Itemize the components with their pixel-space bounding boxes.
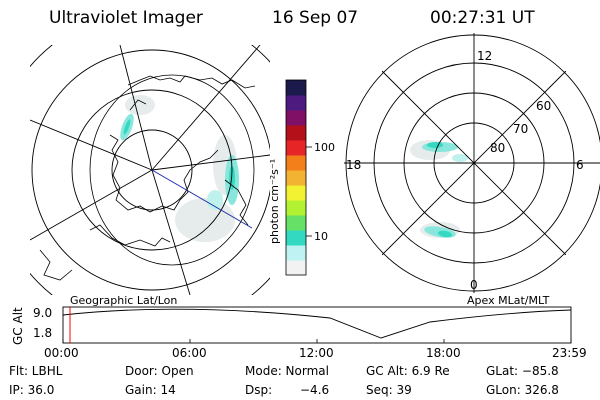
gain-info: Gain: 14 xyxy=(125,383,176,397)
aurora-emission-right xyxy=(422,142,468,238)
colorbar-gradient xyxy=(286,80,306,276)
door-info: Door: Open xyxy=(125,364,194,378)
mlt-label-6: 6 xyxy=(576,158,584,172)
terminator-line xyxy=(151,169,253,229)
colorbar-band xyxy=(286,125,306,141)
altitude-panel: GC Alt xyxy=(11,306,572,345)
colorbar-band xyxy=(286,260,306,276)
xtick-1200: 12:00 xyxy=(299,346,334,360)
colorbar-label-10: 10 xyxy=(314,230,328,243)
colorbar-band xyxy=(286,215,306,231)
colorbar-band xyxy=(286,245,306,261)
colorbar-band xyxy=(286,95,306,111)
glat-info: GLat: −85.8 xyxy=(486,364,559,378)
geographic-map xyxy=(30,45,270,295)
altitude-curve xyxy=(62,308,572,339)
mlt-polar-plot: 12 0 18 6 60 70 80 xyxy=(344,33,600,293)
mlat-label-70: 70 xyxy=(513,122,528,136)
colorbar: 100 10 photon cm⁻²s⁻¹ xyxy=(268,79,335,276)
dsp-value: −4.6 xyxy=(300,383,330,397)
xtick-0600: 06:00 xyxy=(172,346,207,360)
glon-info: GLon: 326.8 xyxy=(486,383,559,397)
colorbar-band xyxy=(286,170,306,186)
right-caption: Apex MLat/MLT xyxy=(467,294,550,307)
imager-fov-outline xyxy=(89,74,255,266)
time-label: 00:27:31 UT xyxy=(430,8,535,28)
meridian-lines xyxy=(30,45,270,295)
mlat-label-80: 80 xyxy=(490,141,505,155)
faint-emission xyxy=(125,95,237,242)
mlt-label-12: 12 xyxy=(477,49,492,63)
mlt-label-18: 18 xyxy=(346,158,361,172)
gc-alt-info: GC Alt: 6.9 Re xyxy=(366,364,450,378)
seq-info: Seq: 39 xyxy=(366,383,412,397)
colorbar-band xyxy=(286,230,306,246)
altitude-ytick-top: 9.0 xyxy=(33,306,53,320)
colorbar-unit-label: photon cm⁻²s⁻¹ xyxy=(268,159,281,244)
altitude-ylabel: GC Alt xyxy=(11,307,25,345)
xtick-1800: 18:00 xyxy=(426,346,461,360)
colorbar-band xyxy=(286,185,306,201)
ip-info: IP: 36.0 xyxy=(9,383,55,397)
colorbar-frame xyxy=(285,79,307,276)
xtick-2359: 23:59 xyxy=(552,346,587,360)
filter-info: Flt: LBHL xyxy=(9,364,63,378)
colorbar-band xyxy=(286,140,306,156)
mlt-label-0: 0 xyxy=(470,278,478,292)
colorbar-band xyxy=(286,110,306,126)
mlt-spokes xyxy=(344,33,600,293)
xtick-0000: 00:00 xyxy=(44,346,79,360)
mlat-label-60: 60 xyxy=(536,99,551,113)
colorbar-band xyxy=(286,155,306,171)
instrument-title: Ultraviolet Imager xyxy=(49,8,203,28)
mlat-circles xyxy=(345,34,600,292)
colorbar-band xyxy=(286,80,306,96)
colorbar-label-100: 100 xyxy=(314,141,335,154)
left-caption: Geographic Lat/Lon xyxy=(70,294,178,307)
dsp-label: Dsp: xyxy=(245,383,273,397)
altitude-frame xyxy=(62,306,572,344)
colorbar-band xyxy=(286,200,306,216)
date-label: 16 Sep 07 xyxy=(272,8,359,28)
latitude-circles xyxy=(30,45,270,295)
altitude-ytick-bottom: 1.8 xyxy=(33,326,53,340)
mode-info: Mode: Normal xyxy=(245,364,329,378)
altitude-xticks xyxy=(62,339,572,343)
coastlines xyxy=(39,75,256,281)
